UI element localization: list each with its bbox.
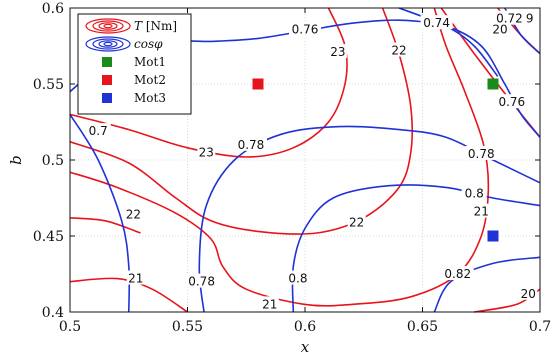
- svg-text:20: 20: [492, 22, 507, 36]
- torque-contour-20: [440, 7, 541, 138]
- contour-label: 22: [390, 42, 408, 58]
- axis-ticks: 0.5 0.55 0.6 0.65 0.7 0.4 0.45 0.5 0.55 0.6: [33, 1, 551, 335]
- torque-contour-21: [69, 217, 141, 234]
- svg-text:0.72: 0.72: [496, 12, 523, 26]
- y-tick-label: 0.55: [33, 77, 64, 93]
- contour-label: 0.78: [234, 136, 267, 152]
- contour-label: 0.8: [285, 270, 311, 286]
- contour-label: 21: [472, 203, 491, 219]
- motor-markers: [252, 78, 499, 242]
- svg-text:0.78: 0.78: [188, 275, 215, 289]
- svg-text:T [Nm]: T [Nm]: [134, 19, 177, 33]
- contour-label: 0.82: [441, 266, 474, 281]
- legend-entry-3: Mot1: [102, 55, 166, 69]
- legend-entry-2: cosφ: [85, 36, 163, 52]
- x-tick-label: 0.65: [407, 319, 438, 335]
- marker-mot3: [487, 230, 499, 242]
- contour-label: 23: [328, 44, 347, 59]
- legend-entry-5: Mot3: [102, 91, 166, 105]
- svg-text:0.8: 0.8: [288, 272, 307, 286]
- contour-label: 0.78: [185, 273, 218, 289]
- svg-text:Mot2: Mot2: [134, 73, 166, 87]
- svg-text:cosφ: cosφ: [134, 37, 163, 51]
- contour-label: 0.76: [495, 94, 528, 109]
- y-axis-label: b: [7, 155, 25, 165]
- svg-text:22: 22: [349, 215, 364, 229]
- torque-contour-21: [69, 7, 490, 307]
- cosphi-contour-0.82: [433, 256, 541, 313]
- contour-label: 0.78: [465, 145, 498, 161]
- svg-text:21: 21: [262, 297, 277, 311]
- contour-label: 22: [124, 206, 143, 222]
- svg-text:Mot1: Mot1: [134, 55, 166, 69]
- svg-text:0.7: 0.7: [89, 124, 108, 138]
- contour-label: 0.74: [420, 15, 453, 30]
- legend-entry-1: T [Nm]: [85, 18, 177, 34]
- legend-entry-4: Mot2: [102, 73, 166, 87]
- svg-text:0.78: 0.78: [238, 138, 265, 152]
- y-tick-label: 0.5: [42, 153, 64, 169]
- svg-text:20: 20: [521, 287, 536, 301]
- torque-contour-22: [69, 7, 414, 235]
- svg-text:0.82: 0.82: [444, 267, 471, 281]
- legend-box: [77, 13, 192, 115]
- contour-label: 21: [260, 296, 279, 311]
- contour-label: 0.76: [289, 21, 321, 36]
- cosphi-contour-0.8: [291, 184, 541, 313]
- contour-label: 0.7: [85, 123, 111, 138]
- contour-labels: 21212122222223232019200.760.760.780.780.…: [85, 10, 538, 311]
- x-tick-label: 0.55: [172, 319, 203, 335]
- y-tick-label: 0.6: [42, 1, 64, 17]
- svg-text:0.74: 0.74: [423, 16, 450, 30]
- marker-mot1: [487, 78, 499, 90]
- contour-label: 22: [347, 214, 366, 229]
- x-tick-label: 0.7: [529, 319, 551, 335]
- svg-text:0.78: 0.78: [468, 147, 495, 161]
- svg-text:22: 22: [391, 44, 406, 58]
- contour-label: 0.72: [493, 10, 526, 26]
- legend: T [Nm] cosφ Mot1 Mot2 Mot3: [77, 13, 192, 115]
- y-tick-label: 0.45: [33, 229, 64, 245]
- x-tick-label: 0.5: [59, 319, 81, 335]
- svg-text:23: 23: [330, 45, 345, 59]
- x-axis-label: x: [301, 338, 310, 356]
- contour-label: 23: [197, 144, 216, 159]
- contour-label: 0.8: [461, 185, 487, 200]
- svg-text:0.76: 0.76: [292, 22, 319, 36]
- contour-label: 21: [126, 270, 145, 286]
- svg-text:21: 21: [128, 272, 143, 286]
- contour-label: 20: [519, 285, 538, 301]
- svg-text:23: 23: [199, 145, 214, 159]
- x-tick-label: 0.6: [294, 319, 316, 335]
- contour-label: 20: [491, 21, 510, 36]
- svg-text:0.8: 0.8: [465, 186, 484, 200]
- y-tick-label: 0.4: [42, 305, 64, 321]
- svg-text:21: 21: [474, 205, 489, 219]
- marker-mot2: [252, 78, 264, 90]
- svg-text:Mot3: Mot3: [134, 91, 166, 105]
- svg-text:22: 22: [126, 208, 141, 222]
- svg-text:0.76: 0.76: [498, 95, 525, 109]
